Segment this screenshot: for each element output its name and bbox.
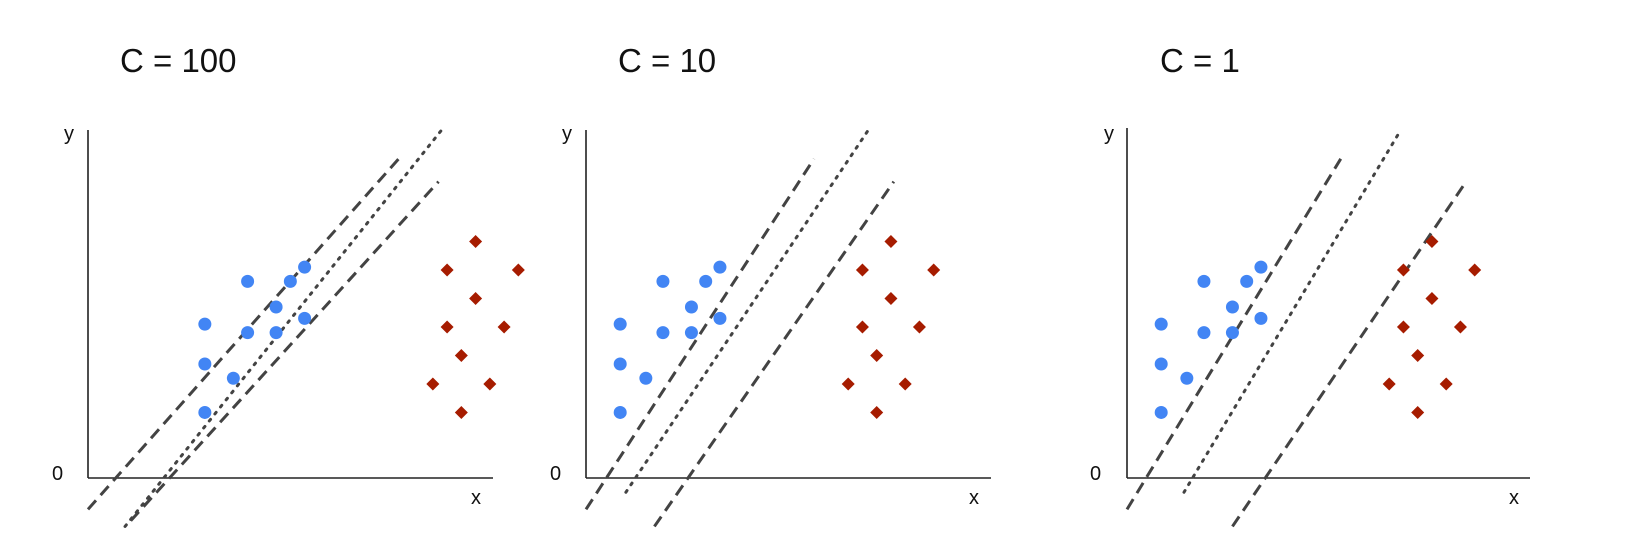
margin-line bbox=[1231, 180, 1468, 528]
panel-title-c10: C = 10 bbox=[618, 42, 717, 79]
class-a-point bbox=[613, 405, 627, 419]
class-b-point bbox=[912, 320, 926, 334]
class-b-point bbox=[898, 377, 912, 391]
class-b-point bbox=[1411, 405, 1425, 419]
class-b-point bbox=[440, 263, 454, 277]
class-a-point bbox=[656, 326, 670, 340]
class-b-point bbox=[1425, 234, 1439, 248]
panel-1: y x 0 bbox=[550, 123, 991, 528]
class-b-point bbox=[927, 263, 941, 277]
class-a-point bbox=[713, 260, 727, 274]
class-a-point bbox=[241, 274, 255, 288]
class-a-point bbox=[1154, 405, 1168, 419]
margin-line bbox=[1125, 158, 1343, 511]
class-b-point bbox=[855, 263, 869, 277]
class-b-point bbox=[884, 234, 898, 248]
class-a-point bbox=[1154, 357, 1168, 371]
x-axis-label: x bbox=[1509, 487, 1519, 509]
class-b-point bbox=[1439, 377, 1453, 391]
class-b-point bbox=[511, 263, 525, 277]
class-a-point bbox=[656, 274, 670, 288]
class-a-point bbox=[684, 300, 698, 314]
class-b-point bbox=[497, 320, 511, 334]
class-b-point bbox=[469, 234, 483, 248]
class-b-point bbox=[454, 348, 468, 362]
x-axis-label: x bbox=[969, 487, 979, 509]
class-a-point bbox=[298, 260, 312, 274]
class-a-point bbox=[713, 311, 727, 325]
x-axis-label: x bbox=[471, 487, 481, 509]
class-a-point bbox=[298, 311, 312, 325]
panel-title-c1: C = 1 bbox=[1160, 42, 1240, 79]
class-b-point bbox=[1396, 263, 1410, 277]
y-axis-label: y bbox=[64, 123, 74, 145]
class-a-point bbox=[198, 357, 212, 371]
class-b-point bbox=[469, 291, 483, 305]
class-b-point bbox=[1396, 320, 1410, 334]
class-a-point bbox=[1240, 274, 1254, 288]
panel-0: y x 0 bbox=[52, 123, 525, 528]
class-a-point bbox=[1197, 326, 1211, 340]
decision-boundary-line bbox=[624, 128, 870, 494]
panel-2: y x 0 bbox=[1090, 123, 1530, 528]
boundary-lines bbox=[584, 128, 896, 528]
decision-boundary-line bbox=[1182, 128, 1403, 494]
class-b-point bbox=[454, 405, 468, 419]
boundary-lines bbox=[86, 128, 443, 528]
class-a-point bbox=[283, 274, 297, 288]
class-a-point bbox=[684, 326, 698, 340]
y-axis-label: y bbox=[1104, 123, 1114, 145]
class-a-point bbox=[699, 274, 713, 288]
class-a-point bbox=[269, 300, 283, 314]
class-a-point bbox=[1254, 311, 1268, 325]
class-a-point bbox=[269, 326, 283, 340]
class-a-point bbox=[198, 317, 212, 331]
class-b-point bbox=[1468, 263, 1482, 277]
class-a-point bbox=[1225, 326, 1239, 340]
decision-boundary-line bbox=[123, 128, 443, 528]
class-b-point bbox=[1425, 291, 1439, 305]
origin-label: 0 bbox=[550, 463, 561, 485]
origin-label: 0 bbox=[52, 463, 63, 485]
class-a-point bbox=[613, 357, 627, 371]
class-b-point bbox=[483, 377, 497, 391]
class-a-point bbox=[613, 317, 627, 331]
origin-label: 0 bbox=[1090, 463, 1101, 485]
panel-title-c100: C = 100 bbox=[120, 42, 237, 79]
class-a-point bbox=[639, 371, 653, 385]
class-a-point bbox=[1197, 274, 1211, 288]
class-b-point bbox=[884, 291, 898, 305]
class-a-point bbox=[241, 326, 255, 340]
class-a-point bbox=[1254, 260, 1268, 274]
class-a-point bbox=[198, 405, 212, 419]
class-a-point bbox=[1180, 371, 1194, 385]
y-axis-label: y bbox=[562, 123, 572, 145]
class-b-point bbox=[841, 377, 855, 391]
class-b-point bbox=[1453, 320, 1467, 334]
class-b-point bbox=[1411, 348, 1425, 362]
class-b-point bbox=[870, 405, 884, 419]
class-a-point bbox=[226, 371, 240, 385]
class-a-point bbox=[1225, 300, 1239, 314]
class-a-point bbox=[1154, 317, 1168, 331]
class-b-point bbox=[870, 348, 884, 362]
class-b-point bbox=[1382, 377, 1396, 391]
class-b-point bbox=[426, 377, 440, 391]
margin-line bbox=[584, 157, 816, 511]
class-b-point bbox=[855, 320, 869, 334]
boundary-lines bbox=[1125, 128, 1468, 528]
class-b-point bbox=[440, 320, 454, 334]
margin-line bbox=[653, 180, 896, 528]
margin-line bbox=[129, 180, 440, 522]
